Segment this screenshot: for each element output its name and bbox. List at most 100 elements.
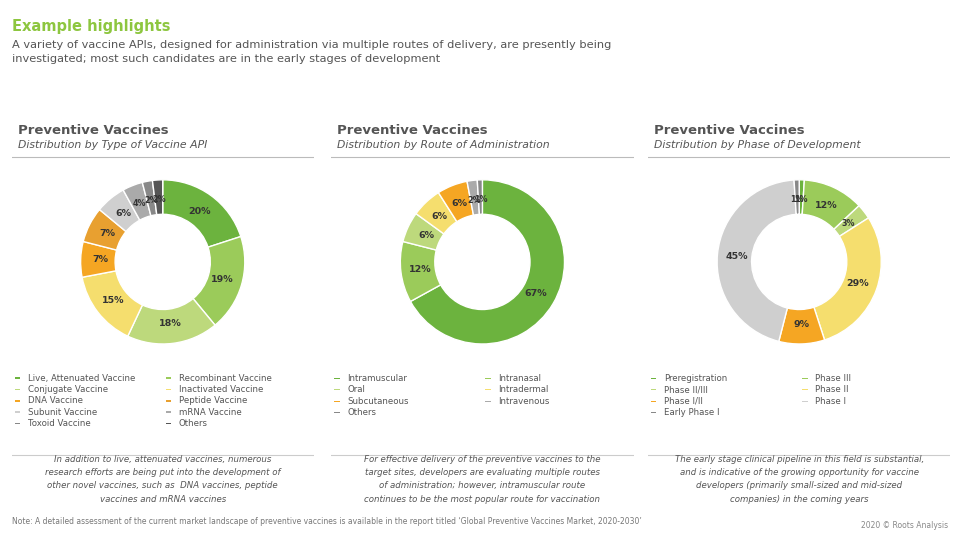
FancyBboxPatch shape: [166, 389, 171, 390]
Text: For effective delivery of the preventive vaccines to the
target sites, developer: For effective delivery of the preventive…: [364, 455, 601, 503]
Text: Distribution by Phase of Development: Distribution by Phase of Development: [654, 140, 861, 150]
Text: Early Phase I: Early Phase I: [664, 408, 720, 417]
FancyBboxPatch shape: [14, 377, 20, 379]
FancyBboxPatch shape: [651, 412, 657, 413]
FancyBboxPatch shape: [166, 411, 171, 413]
FancyBboxPatch shape: [486, 389, 491, 390]
Wedge shape: [123, 183, 151, 220]
Text: 1%: 1%: [795, 195, 808, 204]
Text: 6%: 6%: [115, 210, 131, 218]
Text: Live, Attenuated Vaccine: Live, Attenuated Vaccine: [28, 374, 135, 383]
Text: 12%: 12%: [814, 201, 837, 210]
Text: 29%: 29%: [847, 279, 869, 287]
Text: Preregistration: Preregistration: [664, 374, 728, 383]
FancyBboxPatch shape: [166, 400, 171, 402]
Text: 18%: 18%: [159, 319, 181, 328]
FancyBboxPatch shape: [803, 401, 807, 402]
Text: Peptide Vaccine: Peptide Vaccine: [179, 396, 247, 405]
Text: 12%: 12%: [409, 265, 432, 274]
FancyBboxPatch shape: [334, 389, 340, 390]
Text: Distribution by Route of Administration: Distribution by Route of Administration: [337, 140, 550, 150]
Text: Intradermal: Intradermal: [498, 385, 549, 394]
Wedge shape: [799, 180, 804, 214]
Text: 2%: 2%: [144, 196, 157, 205]
Text: Distribution by Type of Vaccine API: Distribution by Type of Vaccine API: [17, 140, 207, 150]
Text: Preventive Vaccines: Preventive Vaccines: [337, 124, 488, 137]
Text: 67%: 67%: [525, 289, 547, 298]
Wedge shape: [193, 237, 245, 325]
FancyBboxPatch shape: [651, 401, 657, 402]
Text: 4%: 4%: [133, 199, 147, 208]
Text: Toxoid Vaccine: Toxoid Vaccine: [28, 419, 90, 428]
Text: Phase II/III: Phase II/III: [664, 385, 708, 394]
Wedge shape: [794, 180, 800, 214]
Text: Oral: Oral: [348, 385, 365, 394]
Text: Intranasal: Intranasal: [498, 374, 541, 383]
Text: Phase III: Phase III: [815, 374, 852, 383]
Wedge shape: [779, 307, 825, 344]
Text: Phase I/II: Phase I/II: [664, 397, 703, 406]
FancyBboxPatch shape: [651, 377, 657, 379]
Text: Preventive Vaccines: Preventive Vaccines: [654, 124, 804, 137]
Text: 7%: 7%: [92, 255, 108, 265]
Text: The early stage clinical pipeline in this field is substantial,
and is indicativ: The early stage clinical pipeline in thi…: [675, 455, 924, 503]
Text: Intravenous: Intravenous: [498, 397, 550, 406]
Wedge shape: [84, 210, 126, 250]
Text: 15%: 15%: [102, 295, 125, 305]
FancyBboxPatch shape: [14, 400, 20, 402]
Text: 6%: 6%: [432, 212, 447, 221]
Wedge shape: [83, 271, 142, 336]
Wedge shape: [153, 180, 163, 215]
Text: A variety of vaccine APIs, designed for administration via multiple routes of de: A variety of vaccine APIs, designed for …: [12, 40, 611, 64]
Text: 2%: 2%: [468, 195, 481, 205]
FancyBboxPatch shape: [803, 389, 807, 390]
Wedge shape: [834, 206, 869, 237]
Text: DNA Vaccine: DNA Vaccine: [28, 396, 83, 405]
Text: Note: A detailed assessment of the current market landscape of preventive vaccin: Note: A detailed assessment of the curre…: [12, 517, 641, 526]
Wedge shape: [467, 180, 479, 215]
Text: 2020 © Roots Analysis: 2020 © Roots Analysis: [861, 521, 948, 530]
Text: 3%: 3%: [842, 219, 855, 228]
Wedge shape: [803, 180, 859, 230]
Text: Phase II: Phase II: [815, 385, 849, 394]
FancyBboxPatch shape: [486, 377, 491, 379]
FancyBboxPatch shape: [14, 422, 20, 424]
Text: Preventive Vaccines: Preventive Vaccines: [17, 124, 168, 137]
FancyBboxPatch shape: [334, 377, 340, 379]
Text: Subunit Vaccine: Subunit Vaccine: [28, 408, 97, 416]
Wedge shape: [814, 218, 881, 340]
Wedge shape: [477, 180, 483, 214]
Wedge shape: [416, 193, 457, 234]
FancyBboxPatch shape: [166, 377, 171, 379]
Text: Others: Others: [348, 408, 376, 417]
Text: Phase I: Phase I: [815, 397, 846, 406]
Text: In addition to live, attenuated vaccines, numerous
research efforts are being pu: In addition to live, attenuated vaccines…: [45, 455, 280, 503]
Wedge shape: [128, 299, 215, 344]
Wedge shape: [81, 241, 116, 277]
Text: Inactivated Vaccine: Inactivated Vaccine: [179, 385, 263, 394]
Wedge shape: [403, 214, 444, 250]
Text: 9%: 9%: [793, 320, 809, 329]
Wedge shape: [162, 180, 241, 247]
FancyBboxPatch shape: [334, 401, 340, 402]
Wedge shape: [411, 180, 564, 344]
Wedge shape: [142, 180, 156, 216]
FancyBboxPatch shape: [486, 401, 491, 402]
Text: Example highlights: Example highlights: [12, 19, 170, 34]
Text: 6%: 6%: [451, 199, 468, 208]
FancyBboxPatch shape: [803, 377, 807, 379]
Wedge shape: [400, 241, 441, 301]
Text: 20%: 20%: [188, 207, 210, 216]
Text: 2%: 2%: [152, 195, 166, 204]
FancyBboxPatch shape: [334, 412, 340, 413]
Text: 19%: 19%: [211, 275, 234, 284]
Wedge shape: [439, 181, 473, 222]
Wedge shape: [717, 180, 796, 341]
Text: Recombinant Vaccine: Recombinant Vaccine: [179, 374, 272, 383]
Text: Conjugate Vaccine: Conjugate Vaccine: [28, 385, 108, 394]
Text: 45%: 45%: [726, 252, 749, 260]
Text: 6%: 6%: [418, 231, 434, 240]
FancyBboxPatch shape: [14, 411, 20, 413]
FancyBboxPatch shape: [651, 389, 657, 390]
Text: Subcutaneous: Subcutaneous: [348, 397, 409, 406]
